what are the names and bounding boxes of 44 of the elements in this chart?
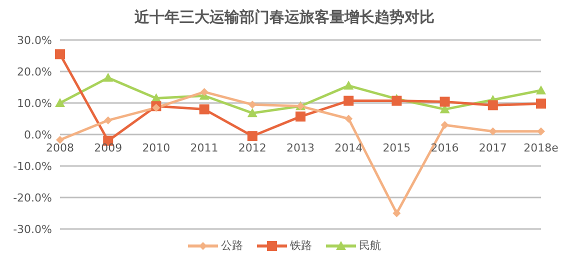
point <box>344 114 353 123</box>
point <box>392 209 401 218</box>
point <box>344 96 354 106</box>
x-tick-label: 2009 <box>94 142 122 154</box>
point <box>488 127 497 136</box>
point <box>536 98 546 109</box>
point <box>392 96 402 106</box>
x-tick-label: 2014 <box>334 142 363 154</box>
point <box>537 127 545 136</box>
point <box>247 131 258 142</box>
x-tick-label: 2011 <box>190 142 218 154</box>
legend-label: 公路 <box>220 238 243 253</box>
point <box>247 108 258 118</box>
point <box>488 100 498 110</box>
legend-label: 铁路 <box>289 238 312 253</box>
point <box>103 72 114 82</box>
point <box>199 104 210 114</box>
x-tick-label: 2015 <box>382 142 411 154</box>
y-tick-label: 0.0% <box>24 128 52 142</box>
y-tick-label: -30.0% <box>13 222 52 236</box>
point <box>55 49 65 60</box>
x-tick-label: 2012 <box>238 142 266 154</box>
point <box>536 85 546 94</box>
y-tick-label: -10.0% <box>13 160 52 173</box>
legend-label: 民航 <box>358 238 381 253</box>
x-tick-label: 2008 <box>46 142 74 154</box>
x-tick-label: 2010 <box>142 142 170 154</box>
point <box>344 80 354 90</box>
point <box>55 98 65 107</box>
point <box>248 100 256 109</box>
y-tick-label: 20.0% <box>17 65 52 78</box>
y-tick-label: 30.0% <box>17 34 52 47</box>
chart-title: 近十年三大运输部门春运旅客量增长趋势对比 <box>134 8 436 28</box>
point <box>152 104 160 112</box>
y-tick-label: 10.0% <box>17 96 52 110</box>
point <box>440 121 449 130</box>
x-tick-label: 2018e <box>524 142 559 154</box>
point <box>200 88 208 96</box>
x-tick-label: 2017 <box>478 142 507 154</box>
y-tick-label: -20.0% <box>13 191 52 204</box>
point <box>440 96 450 107</box>
x-tick-label: 2013 <box>286 142 314 154</box>
point <box>104 116 112 124</box>
point <box>296 112 306 122</box>
